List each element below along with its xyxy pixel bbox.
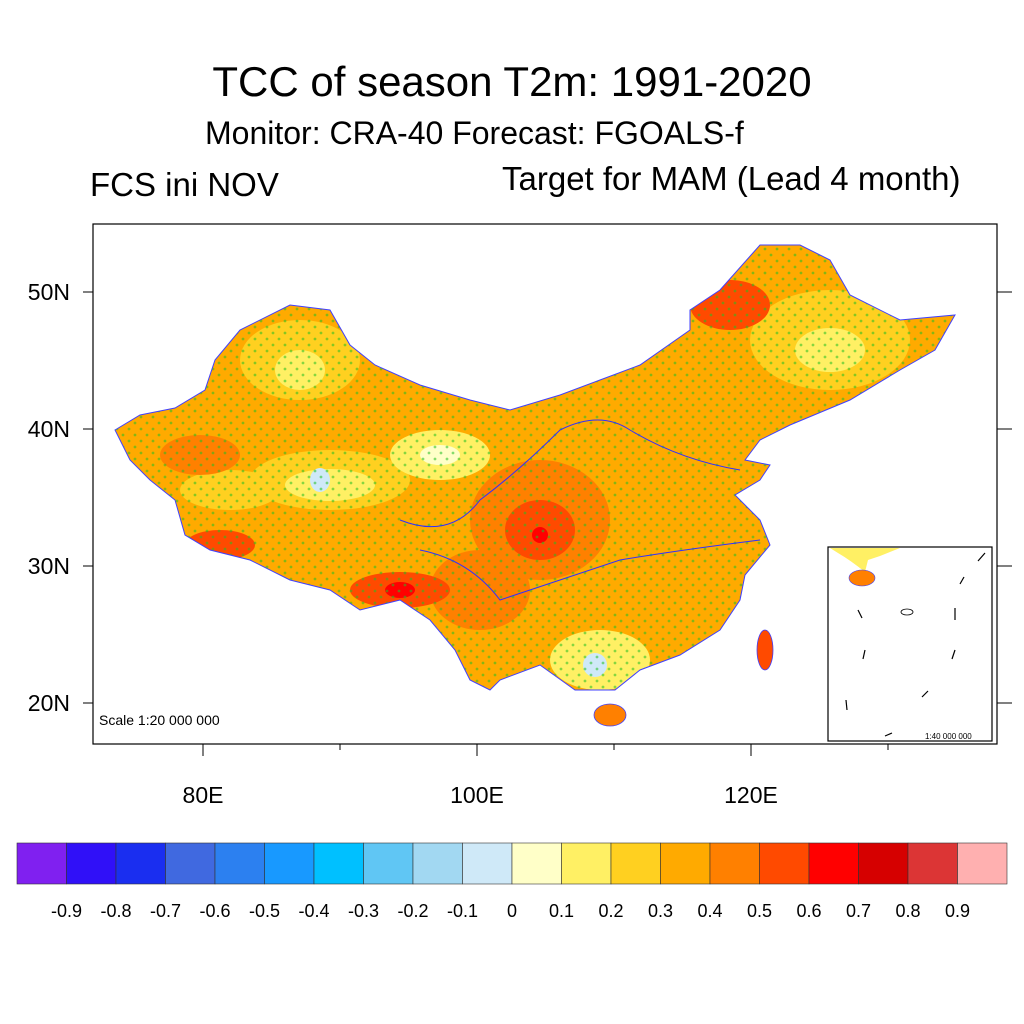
lon-label: 80E <box>183 782 224 808</box>
colorbar-swatch <box>115 842 166 885</box>
colorbar-label: -0.9 <box>51 901 82 921</box>
colorbar-label: 0.8 <box>895 901 920 921</box>
colorbar-label: -0.8 <box>100 901 131 921</box>
colorbar-swatch <box>957 842 1008 885</box>
colorbar-label: 0.2 <box>598 901 623 921</box>
plot-subtitle: Monitor: CRA-40 Forecast: FGOALS-f <box>205 115 744 151</box>
colorbar-swatch <box>412 842 463 885</box>
river <box>399 419 741 528</box>
lat-label: 40N <box>28 416 70 442</box>
scale-label: Scale 1:20 000 000 <box>99 712 220 728</box>
colorbar-swatch <box>561 842 612 885</box>
colorbar-label: -0.6 <box>199 901 230 921</box>
lat-label: 30N <box>28 553 70 579</box>
right-label: Target for MAM (Lead 4 month) <box>502 160 961 197</box>
colorbar-swatch <box>511 842 562 885</box>
lon-label: 100E <box>450 782 504 808</box>
axis-ticks <box>83 291 1012 756</box>
lat-label: 50N <box>28 279 70 305</box>
colorbar-label: 0.7 <box>846 901 871 921</box>
colorbar-swatch <box>610 842 661 885</box>
colorbar-label: 0.9 <box>945 901 970 921</box>
colorbar: -0.9 -0.8 -0.7 -0.6 -0.5 -0.4 -0.3 -0.2 -0.1 0 0.1… <box>16 842 1008 921</box>
colorbar-swatch <box>709 842 760 885</box>
colorbar-label: 0 <box>507 901 517 921</box>
south-china-sea-inset: 1:40 000 000 <box>827 546 993 742</box>
colorbar-label: 0.6 <box>796 901 821 921</box>
hainan-island <box>593 703 627 727</box>
plot-title: TCC of season T2m: 1991-2020 <box>212 58 812 105</box>
colorbar-swatch <box>363 842 414 885</box>
colorbar-label: 0.1 <box>549 901 574 921</box>
colorbar-swatch <box>165 842 216 885</box>
colorbar-swatch <box>16 842 67 885</box>
colorbar-label: -0.7 <box>150 901 181 921</box>
colorbar-label: -0.3 <box>348 901 379 921</box>
colorbar-swatch <box>808 842 859 885</box>
taiwan-island <box>756 629 774 671</box>
left-label: FCS ini NOV <box>90 166 279 203</box>
colorbar-swatch <box>264 842 315 885</box>
colorbar-label: 0.4 <box>697 901 722 921</box>
colorbar-swatch <box>214 842 265 885</box>
colorbar-swatch <box>462 842 513 885</box>
colorbar-label: -0.2 <box>397 901 428 921</box>
colorbar-label: -0.4 <box>298 901 329 921</box>
lon-label: 120E <box>724 782 778 808</box>
inset-scale-label: 1:40 000 000 <box>925 732 972 741</box>
colorbar-label: -0.1 <box>447 901 478 921</box>
colorbar-swatch <box>759 842 810 885</box>
colorbar-swatch <box>66 842 117 885</box>
colorbar-swatch <box>660 842 711 885</box>
colorbar-swatch <box>907 842 958 885</box>
lat-label: 20N <box>28 690 70 716</box>
colorbar-swatch <box>313 842 364 885</box>
colorbar-label: 0.3 <box>648 901 673 921</box>
colorbar-label: 0.5 <box>747 901 772 921</box>
colorbar-label: -0.5 <box>249 901 280 921</box>
river <box>419 539 761 601</box>
colorbar-swatch <box>858 842 909 885</box>
